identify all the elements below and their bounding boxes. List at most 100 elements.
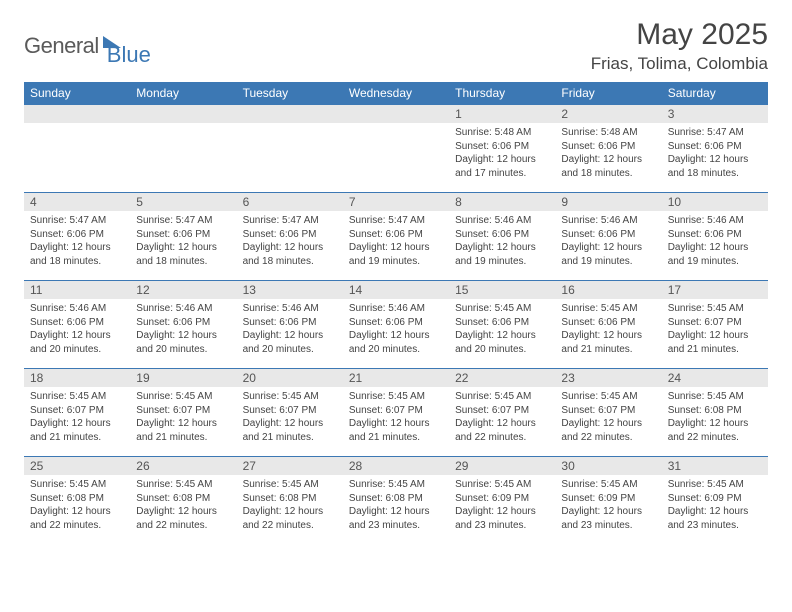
calendar-row: 11Sunrise: 5:46 AMSunset: 6:06 PMDayligh… [24, 280, 768, 368]
day-cell: 17Sunrise: 5:45 AMSunset: 6:07 PMDayligh… [662, 280, 768, 368]
day-content: Sunrise: 5:45 AMSunset: 6:09 PMDaylight:… [449, 475, 555, 536]
day-cell: 13Sunrise: 5:46 AMSunset: 6:06 PMDayligh… [237, 280, 343, 368]
day-content [237, 123, 343, 173]
day-number: 25 [24, 456, 130, 475]
day-number: 1 [449, 104, 555, 123]
day-cell: 18Sunrise: 5:45 AMSunset: 6:07 PMDayligh… [24, 368, 130, 456]
day-number [343, 104, 449, 123]
empty-cell [343, 104, 449, 192]
empty-cell [130, 104, 236, 192]
day-content: Sunrise: 5:47 AMSunset: 6:06 PMDaylight:… [343, 211, 449, 272]
day-content: Sunrise: 5:46 AMSunset: 6:06 PMDaylight:… [130, 299, 236, 360]
day-content: Sunrise: 5:48 AMSunset: 6:06 PMDaylight:… [449, 123, 555, 184]
day-cell: 6Sunrise: 5:47 AMSunset: 6:06 PMDaylight… [237, 192, 343, 280]
day-number: 20 [237, 368, 343, 387]
day-number: 2 [555, 104, 661, 123]
day-cell: 30Sunrise: 5:45 AMSunset: 6:09 PMDayligh… [555, 456, 661, 544]
day-number: 3 [662, 104, 768, 123]
day-content [130, 123, 236, 173]
empty-cell [237, 104, 343, 192]
weekday-wednesday: Wednesday [343, 82, 449, 104]
day-cell: 27Sunrise: 5:45 AMSunset: 6:08 PMDayligh… [237, 456, 343, 544]
day-cell: 26Sunrise: 5:45 AMSunset: 6:08 PMDayligh… [130, 456, 236, 544]
day-number [130, 104, 236, 123]
day-content: Sunrise: 5:47 AMSunset: 6:06 PMDaylight:… [130, 211, 236, 272]
weekday-saturday: Saturday [662, 82, 768, 104]
logo: General Blue [24, 18, 151, 68]
logo-word2: Blue [107, 42, 151, 68]
day-cell: 8Sunrise: 5:46 AMSunset: 6:06 PMDaylight… [449, 192, 555, 280]
day-number: 9 [555, 192, 661, 211]
day-content: Sunrise: 5:45 AMSunset: 6:07 PMDaylight:… [24, 387, 130, 448]
day-number: 29 [449, 456, 555, 475]
day-content: Sunrise: 5:45 AMSunset: 6:09 PMDaylight:… [662, 475, 768, 536]
location: Frias, Tolima, Colombia [591, 54, 768, 74]
day-cell: 4Sunrise: 5:47 AMSunset: 6:06 PMDaylight… [24, 192, 130, 280]
day-number: 30 [555, 456, 661, 475]
month-title: May 2025 [591, 18, 768, 52]
day-content: Sunrise: 5:45 AMSunset: 6:08 PMDaylight:… [343, 475, 449, 536]
day-content [24, 123, 130, 173]
day-number: 10 [662, 192, 768, 211]
day-number: 13 [237, 280, 343, 299]
day-content: Sunrise: 5:45 AMSunset: 6:06 PMDaylight:… [555, 299, 661, 360]
day-content: Sunrise: 5:45 AMSunset: 6:07 PMDaylight:… [130, 387, 236, 448]
day-number: 5 [130, 192, 236, 211]
title-block: May 2025 Frias, Tolima, Colombia [591, 18, 768, 74]
day-content: Sunrise: 5:47 AMSunset: 6:06 PMDaylight:… [237, 211, 343, 272]
weekday-monday: Monday [130, 82, 236, 104]
day-number: 14 [343, 280, 449, 299]
day-content: Sunrise: 5:46 AMSunset: 6:06 PMDaylight:… [24, 299, 130, 360]
day-content: Sunrise: 5:45 AMSunset: 6:08 PMDaylight:… [24, 475, 130, 536]
empty-cell [24, 104, 130, 192]
day-content: Sunrise: 5:47 AMSunset: 6:06 PMDaylight:… [662, 123, 768, 184]
day-cell: 20Sunrise: 5:45 AMSunset: 6:07 PMDayligh… [237, 368, 343, 456]
day-number: 22 [449, 368, 555, 387]
weekday-sunday: Sunday [24, 82, 130, 104]
day-cell: 31Sunrise: 5:45 AMSunset: 6:09 PMDayligh… [662, 456, 768, 544]
day-number: 19 [130, 368, 236, 387]
day-content: Sunrise: 5:45 AMSunset: 6:07 PMDaylight:… [662, 299, 768, 360]
day-content: Sunrise: 5:46 AMSunset: 6:06 PMDaylight:… [449, 211, 555, 272]
day-number: 8 [449, 192, 555, 211]
day-number: 31 [662, 456, 768, 475]
day-cell: 14Sunrise: 5:46 AMSunset: 6:06 PMDayligh… [343, 280, 449, 368]
calendar-row: 4Sunrise: 5:47 AMSunset: 6:06 PMDaylight… [24, 192, 768, 280]
day-cell: 25Sunrise: 5:45 AMSunset: 6:08 PMDayligh… [24, 456, 130, 544]
day-number: 16 [555, 280, 661, 299]
day-cell: 19Sunrise: 5:45 AMSunset: 6:07 PMDayligh… [130, 368, 236, 456]
day-number: 4 [24, 192, 130, 211]
day-content: Sunrise: 5:48 AMSunset: 6:06 PMDaylight:… [555, 123, 661, 184]
day-cell: 23Sunrise: 5:45 AMSunset: 6:07 PMDayligh… [555, 368, 661, 456]
day-number: 28 [343, 456, 449, 475]
day-content: Sunrise: 5:45 AMSunset: 6:09 PMDaylight:… [555, 475, 661, 536]
day-number: 26 [130, 456, 236, 475]
day-number: 11 [24, 280, 130, 299]
day-number: 12 [130, 280, 236, 299]
day-content: Sunrise: 5:46 AMSunset: 6:06 PMDaylight:… [555, 211, 661, 272]
day-cell: 11Sunrise: 5:46 AMSunset: 6:06 PMDayligh… [24, 280, 130, 368]
day-number: 6 [237, 192, 343, 211]
day-cell: 28Sunrise: 5:45 AMSunset: 6:08 PMDayligh… [343, 456, 449, 544]
day-number: 15 [449, 280, 555, 299]
day-cell: 21Sunrise: 5:45 AMSunset: 6:07 PMDayligh… [343, 368, 449, 456]
day-number [237, 104, 343, 123]
weekday-tuesday: Tuesday [237, 82, 343, 104]
day-content: Sunrise: 5:45 AMSunset: 6:07 PMDaylight:… [555, 387, 661, 448]
day-cell: 16Sunrise: 5:45 AMSunset: 6:06 PMDayligh… [555, 280, 661, 368]
day-number: 7 [343, 192, 449, 211]
weekday-thursday: Thursday [449, 82, 555, 104]
day-number [24, 104, 130, 123]
header: General Blue May 2025 Frias, Tolima, Col… [24, 18, 768, 74]
calendar-row: 18Sunrise: 5:45 AMSunset: 6:07 PMDayligh… [24, 368, 768, 456]
calendar-row: 25Sunrise: 5:45 AMSunset: 6:08 PMDayligh… [24, 456, 768, 544]
day-content: Sunrise: 5:45 AMSunset: 6:08 PMDaylight:… [662, 387, 768, 448]
day-cell: 10Sunrise: 5:46 AMSunset: 6:06 PMDayligh… [662, 192, 768, 280]
day-content: Sunrise: 5:45 AMSunset: 6:07 PMDaylight:… [449, 387, 555, 448]
day-content: Sunrise: 5:45 AMSunset: 6:06 PMDaylight:… [449, 299, 555, 360]
day-cell: 29Sunrise: 5:45 AMSunset: 6:09 PMDayligh… [449, 456, 555, 544]
day-cell: 1Sunrise: 5:48 AMSunset: 6:06 PMDaylight… [449, 104, 555, 192]
day-content: Sunrise: 5:46 AMSunset: 6:06 PMDaylight:… [662, 211, 768, 272]
day-content: Sunrise: 5:46 AMSunset: 6:06 PMDaylight:… [237, 299, 343, 360]
day-cell: 22Sunrise: 5:45 AMSunset: 6:07 PMDayligh… [449, 368, 555, 456]
